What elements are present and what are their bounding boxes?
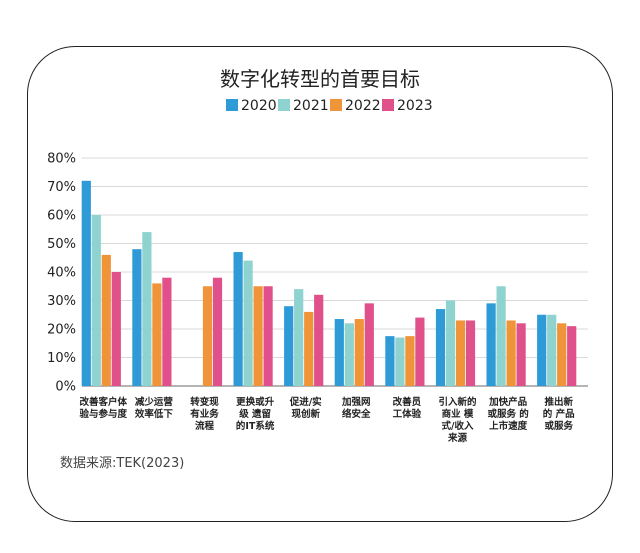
bar-2022 [506, 320, 516, 386]
bar-2022 [202, 286, 213, 386]
legend-label: 2022 [345, 98, 381, 114]
bar-2022 [304, 311, 314, 386]
bar-2021 [294, 289, 304, 386]
y-tick-label: 20% [47, 323, 76, 338]
bar-2022 [455, 320, 466, 386]
bar-2023 [314, 294, 324, 386]
bar-2022 [253, 286, 263, 386]
bar-2022 [405, 336, 415, 386]
y-axis-ticks: 0% 10% 20% 30% 40% 50% 60% 70% 80% [47, 152, 76, 395]
x-category-label: 改善员工体验 [393, 396, 422, 420]
legend-swatch [278, 99, 290, 111]
bar-2022 [101, 254, 111, 386]
chart-card [27, 46, 613, 522]
bar-2023 [465, 320, 476, 386]
chart-title: 数字化转型的首要目标 [220, 67, 420, 91]
y-tick-label: 70% [47, 180, 76, 195]
legend-swatch [330, 99, 342, 111]
y-tick-label: 0% [55, 380, 76, 395]
bar-2020 [81, 180, 91, 386]
source-note: 数据来源:TEK(2023) [60, 456, 184, 471]
legend-label: 2020 [241, 98, 277, 114]
x-category-label: 转变现有业务流程 [190, 396, 219, 432]
y-tick-label: 50% [47, 237, 76, 252]
y-tick-label: 60% [47, 209, 76, 224]
bar-2021 [243, 260, 253, 386]
bar-2023 [162, 277, 172, 386]
x-category-label: 促进/实现创新 [289, 396, 322, 420]
x-category-label: 改善客户体验与参与度 [80, 396, 128, 420]
bars [81, 180, 577, 386]
bar-2021 [344, 323, 354, 386]
bar-2023 [415, 317, 425, 386]
bar-2023 [567, 326, 577, 386]
bar-2020 [334, 319, 344, 386]
bar-2022 [557, 323, 567, 386]
bar-2020 [132, 249, 142, 386]
x-category-label: 减少运营效率低下 [135, 396, 174, 420]
x-category-label: 加快产品或服务 的上市速度 [487, 396, 529, 432]
y-tick-label: 80% [47, 152, 76, 167]
bar-2020 [537, 314, 547, 386]
bar-2021 [547, 314, 557, 386]
bar-2023 [111, 272, 121, 386]
bar-2021 [496, 286, 506, 386]
x-category-label: 引入新的商业 模式/收入来源 [438, 396, 477, 444]
legend-swatch [382, 99, 394, 111]
legend: 2020 2021 2022 2023 [226, 98, 433, 114]
x-category-label: 推出新的 产品或服务 [543, 396, 575, 432]
bar-2021 [395, 337, 405, 386]
bar-2021 [91, 215, 101, 386]
y-tick-label: 30% [47, 294, 76, 309]
bar-2020 [435, 309, 446, 386]
x-category-label: 更换或升级 遗留的IT系统 [236, 396, 275, 432]
y-tick-label: 10% [47, 351, 76, 366]
bar-2021 [445, 300, 456, 386]
bar-2023 [364, 303, 374, 386]
legend-label: 2023 [397, 98, 433, 114]
legend-swatch [226, 99, 238, 111]
bar-2022 [152, 283, 162, 386]
bar-2020 [233, 252, 243, 386]
bar-2023 [516, 323, 526, 386]
bar-2022 [354, 319, 364, 386]
bar-2023 [263, 286, 273, 386]
x-category-label: 加强网络安全 [341, 396, 371, 420]
legend-label: 2021 [293, 98, 329, 114]
bar-2023 [212, 277, 223, 386]
bar-2020 [284, 306, 294, 386]
bar-2020 [385, 336, 395, 386]
bar-2021 [142, 232, 152, 386]
bar-2020 [486, 303, 496, 386]
y-tick-label: 40% [47, 266, 76, 281]
